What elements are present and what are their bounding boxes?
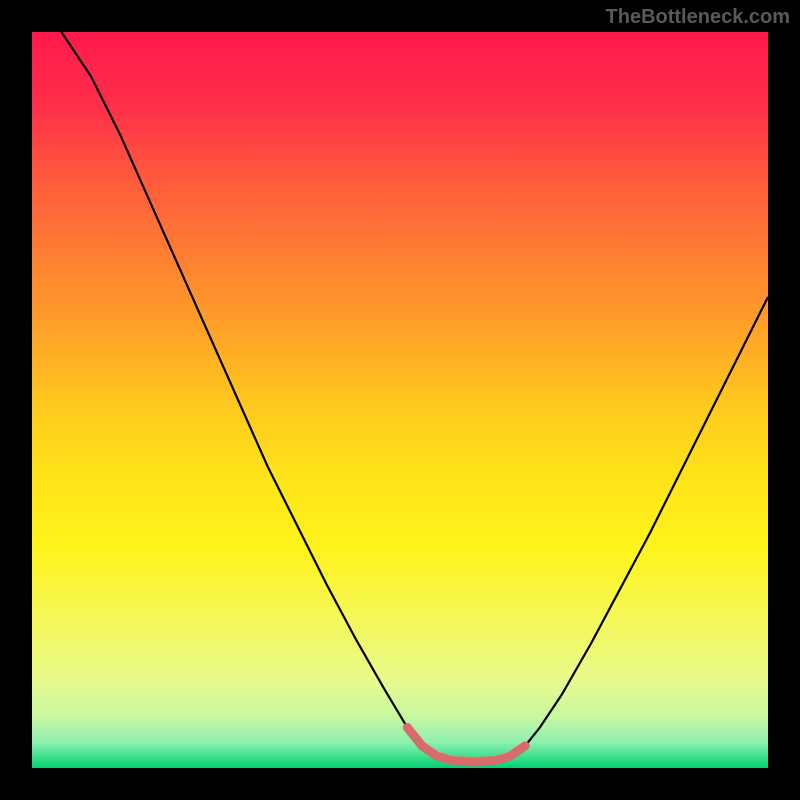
chart-container: TheBottleneck.com bbox=[0, 0, 800, 800]
watermark-text: TheBottleneck.com bbox=[606, 6, 790, 29]
plot-area bbox=[32, 32, 768, 768]
bottleneck-curve bbox=[61, 32, 768, 762]
highlight-segment bbox=[407, 728, 525, 763]
curve-layer bbox=[32, 32, 768, 768]
